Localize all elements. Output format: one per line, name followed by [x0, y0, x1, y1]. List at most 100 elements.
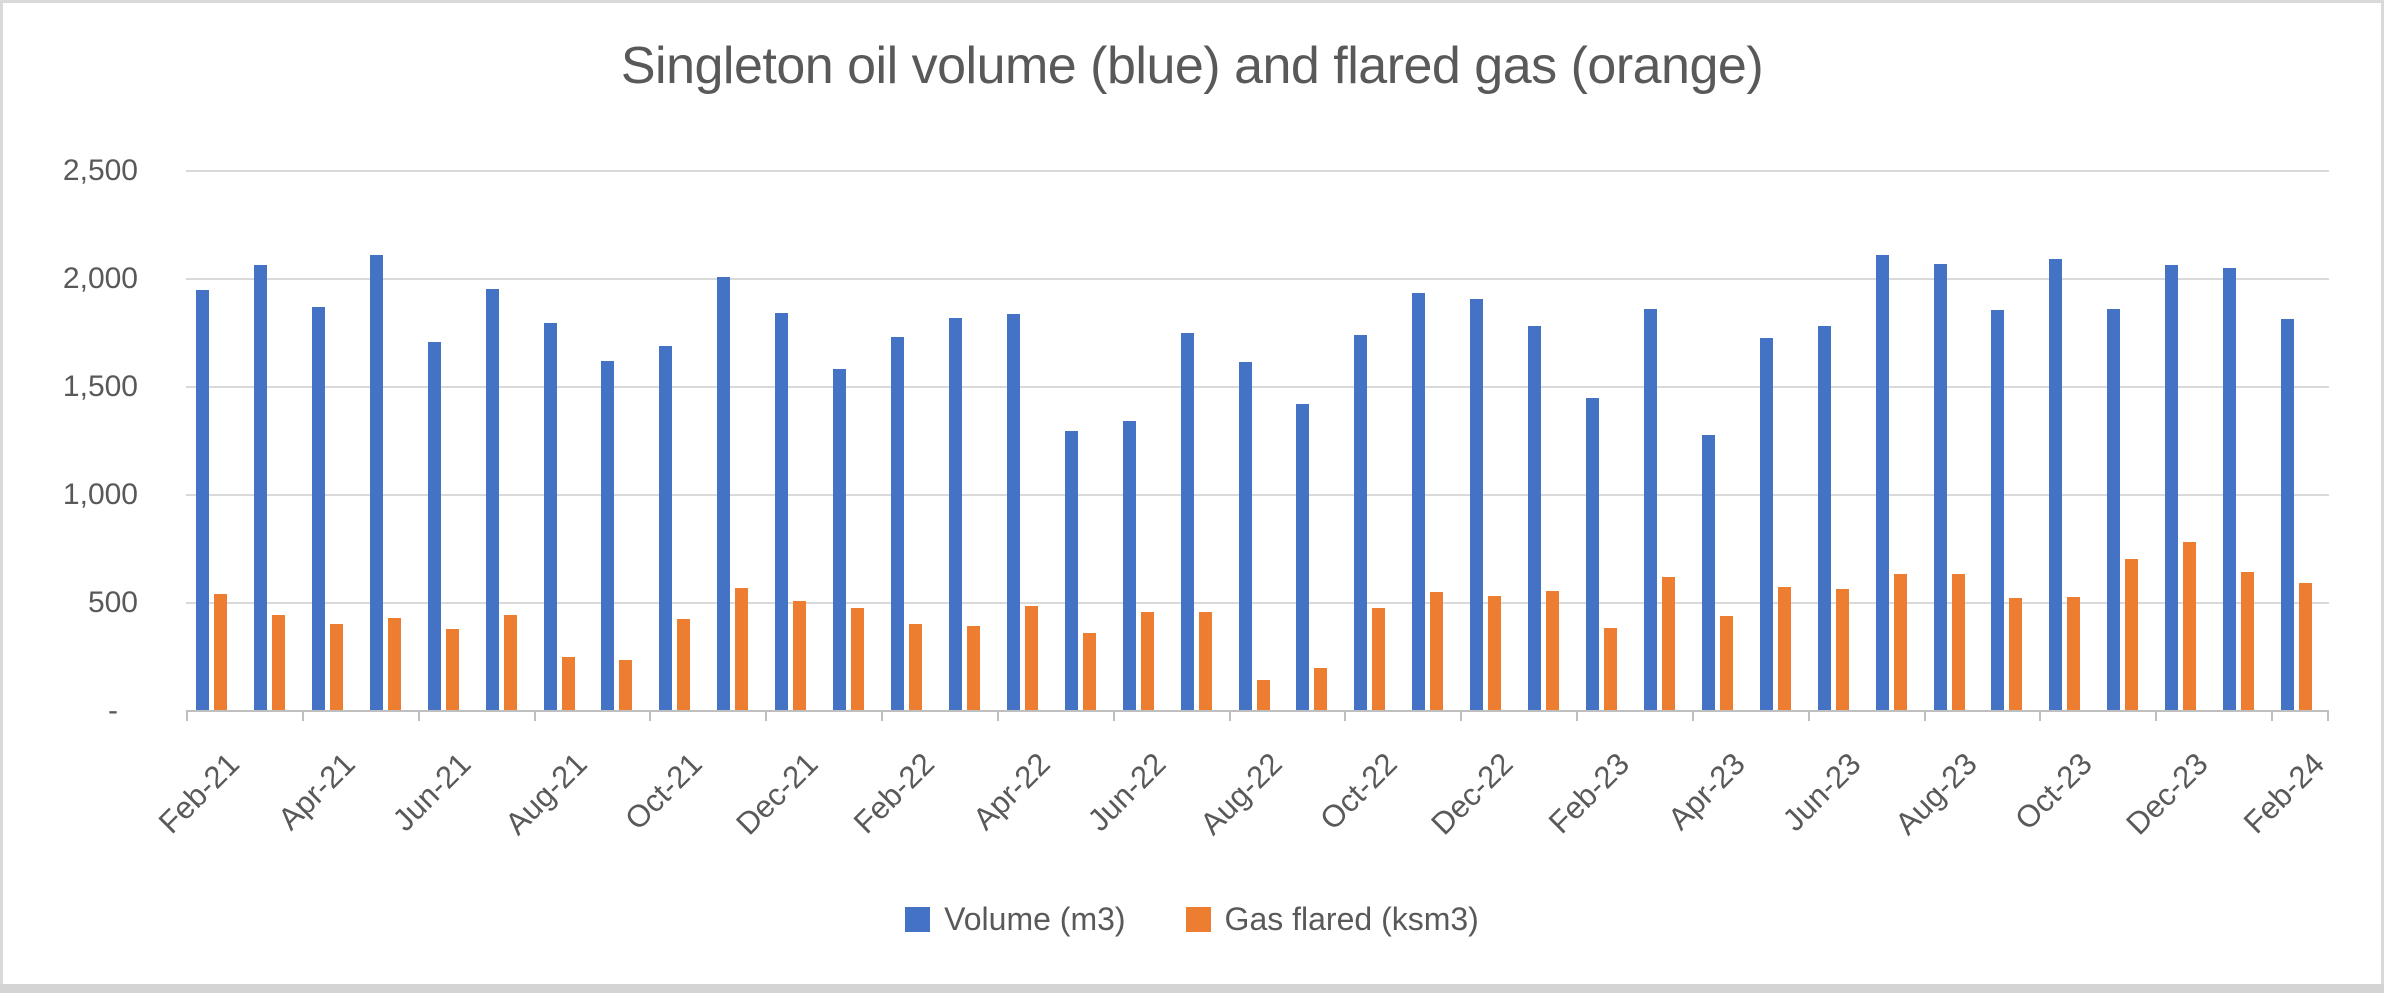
x-tick-label: Apr-23 — [1661, 746, 1752, 837]
bar-gas-flared — [1835, 589, 1849, 710]
x-axis-line — [186, 710, 2329, 712]
bar-volume — [833, 368, 847, 710]
x-axis-tick — [765, 712, 768, 721]
x-tick-label: Dec-23 — [2119, 746, 2215, 842]
bar-volume — [1064, 431, 1078, 710]
x-axis-tick — [1228, 712, 1231, 721]
x-axis-tick — [2039, 712, 2042, 721]
bar-gas-flared — [214, 594, 227, 710]
bar-volume — [2281, 319, 2295, 710]
bar-gas-flared — [561, 657, 575, 710]
legend-item-volume: Volume (m3) — [905, 900, 1126, 938]
gridline — [186, 494, 2329, 496]
bar-gas-flared — [677, 619, 691, 710]
x-axis-tick — [2155, 712, 2158, 721]
bar-gas-flared — [1314, 667, 1328, 710]
x-tick-label: Dec-22 — [1424, 746, 1520, 842]
bar-volume — [1412, 293, 1426, 710]
bar-gas-flared — [2067, 596, 2081, 710]
volume-series-swatch — [905, 906, 931, 932]
bar-gas-flared — [2009, 597, 2023, 710]
bar-volume — [311, 307, 325, 710]
x-tick-label: Jun-23 — [1775, 746, 1868, 838]
x-axis-tick — [2271, 712, 2274, 721]
bar-gas-flared — [1604, 627, 1618, 710]
x-tick-label: Feb-21 — [151, 746, 246, 841]
legend-label-volume: Volume (m3) — [944, 900, 1126, 937]
bar-volume — [1875, 255, 1889, 710]
x-tick-label: Oct-21 — [618, 746, 710, 837]
bar-gas-flared — [909, 623, 923, 710]
bar-volume — [1296, 404, 1310, 710]
window-border-top — [0, 0, 2384, 3]
bar-gas-flared — [1661, 577, 1675, 710]
bar-volume — [891, 337, 905, 710]
x-axis-tick — [1576, 712, 1579, 721]
bar-volume — [1354, 335, 1368, 710]
bar-gas-flared — [1488, 595, 1502, 710]
x-axis-tick — [2327, 712, 2329, 721]
x-axis-tick — [417, 712, 420, 721]
y-tick-label: 1,000 — [62, 478, 138, 511]
bar-gas-flared — [2299, 582, 2313, 710]
bar-volume — [1470, 298, 1484, 710]
bar-volume — [948, 317, 962, 710]
x-tick-label: Aug-21 — [497, 746, 594, 842]
bar-gas-flared — [2183, 541, 2197, 710]
bar-volume — [485, 288, 499, 710]
chart-legend: Volume (m3) Gas flared (ksm3) — [0, 897, 2384, 941]
x-axis-tick — [301, 712, 304, 721]
x-axis-tick — [649, 712, 652, 721]
bar-gas-flared — [2125, 558, 2139, 710]
x-tick-label: Apr-21 — [271, 746, 362, 837]
x-tick-label: Aug-22 — [1192, 746, 1289, 842]
bar-gas-flared — [2241, 571, 2255, 710]
bar-volume — [2107, 309, 2121, 710]
bar-volume — [196, 289, 209, 710]
window-border-right — [2381, 0, 2384, 993]
bar-gas-flared — [329, 623, 343, 710]
gridline — [186, 602, 2329, 604]
y-tick-label: 500 — [87, 586, 138, 619]
x-axis-tick — [1807, 712, 1810, 721]
gas-flared-series-swatch — [1185, 906, 1211, 932]
bar-gas-flared — [387, 618, 401, 710]
bar-gas-flared — [271, 614, 285, 710]
bar-gas-flared — [619, 660, 633, 710]
bar-gas-flared — [1951, 573, 1965, 710]
bar-gas-flared — [966, 625, 980, 710]
x-axis-tick — [533, 712, 536, 721]
bar-volume — [775, 312, 789, 710]
bar-volume — [659, 346, 673, 710]
bar-volume — [543, 323, 557, 710]
bar-gas-flared — [1024, 606, 1038, 710]
bar-gas-flared — [503, 614, 517, 710]
bar-gas-flared — [1372, 608, 1386, 710]
bar-gas-flared — [1140, 611, 1154, 710]
x-tick-label: Aug-23 — [1887, 746, 1984, 842]
bar-volume — [1759, 338, 1773, 710]
bar-volume — [369, 255, 383, 710]
x-tick-label: Jun-21 — [385, 746, 478, 838]
bar-volume — [1006, 313, 1020, 710]
bar-volume — [1991, 310, 2005, 710]
bar-gas-flared — [1546, 591, 1560, 710]
bar-volume — [1701, 434, 1715, 710]
bar-gas-flared — [1893, 573, 1907, 710]
x-axis-tick — [1691, 712, 1694, 721]
bar-volume — [1528, 325, 1542, 710]
x-axis-tick — [1344, 712, 1347, 721]
gridline — [186, 170, 2329, 172]
x-axis-tick — [1923, 712, 1926, 721]
legend-label-gas-flared: Gas flared (ksm3) — [1224, 900, 1479, 937]
bar-volume — [717, 276, 731, 710]
bar-volume — [1238, 362, 1252, 710]
y-tick-label: 2,500 — [62, 154, 138, 187]
bar-volume — [1933, 263, 1947, 710]
x-axis-tick — [1460, 712, 1463, 721]
window-border-left — [0, 0, 3, 993]
bar-volume — [2165, 265, 2179, 710]
bar-volume — [601, 361, 615, 710]
x-tick-label: Oct-23 — [2008, 746, 2100, 837]
x-tick-label: Apr-22 — [966, 746, 1057, 837]
